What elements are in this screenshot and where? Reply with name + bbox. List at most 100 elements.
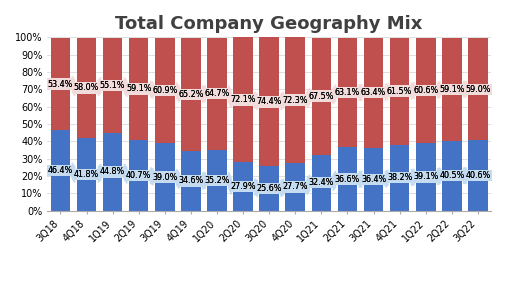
Polygon shape — [384, 84, 387, 101]
Bar — [285, 37, 305, 163]
Polygon shape — [98, 77, 100, 96]
Text: 55.1%: 55.1% — [99, 81, 125, 90]
Bar — [207, 37, 226, 150]
Text: 40.5%: 40.5% — [438, 171, 464, 180]
Bar — [363, 38, 383, 148]
Text: 40.6%: 40.6% — [465, 171, 490, 180]
Text: 41.8%: 41.8% — [74, 170, 99, 179]
Text: 36.6%: 36.6% — [334, 175, 360, 183]
Text: 38.2%: 38.2% — [386, 173, 412, 182]
Text: 36.4%: 36.4% — [360, 175, 385, 184]
Text: 60.6%: 60.6% — [412, 86, 437, 95]
Polygon shape — [463, 82, 465, 97]
Text: 35.2%: 35.2% — [204, 176, 229, 185]
Polygon shape — [463, 168, 465, 183]
Text: 39.0%: 39.0% — [152, 173, 177, 181]
Bar — [129, 140, 148, 211]
Bar — [415, 38, 435, 143]
Text: 58.0%: 58.0% — [74, 84, 99, 92]
Text: 61.5%: 61.5% — [386, 87, 412, 96]
Text: 27.9%: 27.9% — [230, 182, 256, 191]
Polygon shape — [307, 175, 309, 195]
Polygon shape — [124, 164, 127, 183]
Text: 59.1%: 59.1% — [438, 85, 464, 94]
Text: 59.0%: 59.0% — [464, 85, 490, 94]
Text: 39.1%: 39.1% — [412, 173, 437, 181]
Polygon shape — [437, 168, 439, 185]
Text: 27.7%: 27.7% — [282, 182, 308, 191]
Text: 34.6%: 34.6% — [178, 176, 203, 185]
Text: 65.2%: 65.2% — [178, 90, 203, 99]
Polygon shape — [332, 85, 335, 104]
Text: 46.4%: 46.4% — [47, 166, 73, 175]
Text: 34.6%: 34.6% — [178, 176, 203, 185]
Bar — [259, 37, 278, 166]
Polygon shape — [124, 77, 127, 97]
Polygon shape — [202, 173, 205, 189]
Text: 72.3%: 72.3% — [282, 96, 308, 105]
Text: 59.1%: 59.1% — [438, 85, 464, 94]
Bar — [155, 143, 174, 211]
Text: 64.7%: 64.7% — [204, 89, 229, 98]
Polygon shape — [384, 170, 387, 187]
Polygon shape — [280, 179, 283, 196]
Bar — [103, 133, 122, 211]
Polygon shape — [176, 169, 179, 189]
Bar — [467, 38, 487, 140]
Text: 59.1%: 59.1% — [126, 84, 151, 93]
Text: 60.9%: 60.9% — [152, 86, 177, 95]
Polygon shape — [411, 169, 413, 185]
Text: 39.1%: 39.1% — [412, 173, 437, 181]
Polygon shape — [437, 82, 439, 98]
Polygon shape — [202, 86, 205, 102]
Text: 40.6%: 40.6% — [465, 171, 490, 180]
Text: 63.4%: 63.4% — [360, 88, 385, 97]
Text: 44.8%: 44.8% — [100, 168, 125, 177]
Text: 63.1%: 63.1% — [334, 88, 360, 97]
Text: 40.7%: 40.7% — [126, 171, 151, 180]
Text: 72.1%: 72.1% — [230, 95, 256, 104]
Text: 40.7%: 40.7% — [126, 171, 151, 180]
Bar — [441, 38, 461, 141]
Text: 36.4%: 36.4% — [360, 175, 385, 184]
Text: 74.4%: 74.4% — [256, 97, 281, 106]
Polygon shape — [150, 168, 153, 185]
Text: 40.5%: 40.5% — [438, 171, 464, 180]
Bar — [311, 155, 330, 211]
Text: 59.0%: 59.0% — [464, 85, 490, 94]
Bar — [181, 38, 200, 151]
Text: 41.8%: 41.8% — [74, 170, 99, 179]
Bar — [259, 166, 278, 211]
Bar — [233, 162, 252, 211]
Text: 59.1%: 59.1% — [126, 84, 151, 93]
Text: 38.2%: 38.2% — [386, 173, 412, 182]
Text: 27.7%: 27.7% — [282, 182, 308, 191]
Bar — [467, 140, 487, 211]
Bar — [233, 37, 252, 162]
Polygon shape — [72, 163, 75, 182]
Polygon shape — [176, 83, 179, 102]
Text: 55.1%: 55.1% — [99, 81, 125, 90]
Text: 74.4%: 74.4% — [256, 97, 281, 106]
Text: 32.4%: 32.4% — [308, 178, 333, 187]
Polygon shape — [359, 85, 361, 101]
Bar — [389, 145, 409, 211]
Text: 67.5%: 67.5% — [308, 92, 333, 101]
Text: 46.4%: 46.4% — [47, 166, 73, 175]
Polygon shape — [359, 171, 361, 187]
Bar — [311, 37, 330, 155]
Text: 64.7%: 64.7% — [204, 89, 229, 98]
Bar — [103, 37, 122, 133]
Text: 53.4%: 53.4% — [47, 79, 73, 88]
Polygon shape — [280, 92, 283, 110]
Text: 39.0%: 39.0% — [152, 173, 177, 181]
Text: 63.1%: 63.1% — [334, 88, 360, 97]
Bar — [337, 147, 357, 211]
Bar — [441, 141, 461, 211]
Bar — [207, 150, 226, 211]
Text: 61.5%: 61.5% — [386, 87, 412, 96]
Legend: Total Company - NAm mix, Total Company - Int'l mix: Total Company - NAm mix, Total Company -… — [94, 287, 443, 288]
Text: 53.4%: 53.4% — [47, 79, 73, 88]
Polygon shape — [255, 92, 257, 110]
Bar — [415, 143, 435, 211]
